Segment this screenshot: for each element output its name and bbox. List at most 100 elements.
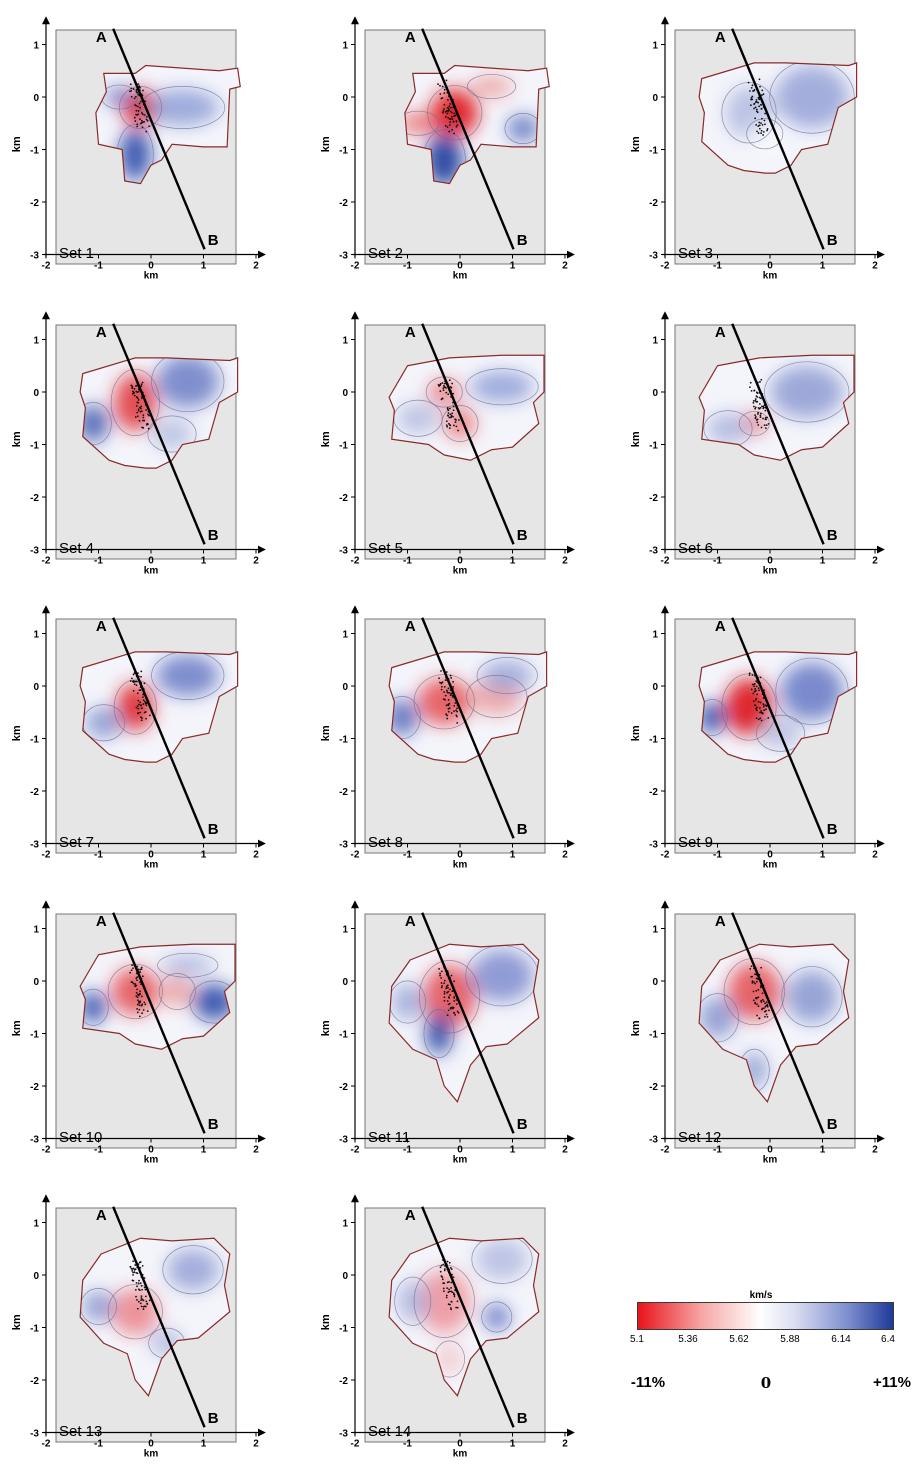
y-tick-label: 1 [33,41,39,52]
y-tick-label: 0 [33,682,39,693]
profile-end-label: B [517,527,528,544]
resolution-outline [388,651,548,763]
x-tick-label: -2 [661,556,670,567]
y-tick-label: -2 [649,787,658,798]
colorbar-tick: 5.1 [630,1334,644,1345]
resolution-outline [79,651,239,763]
contour-line [466,675,528,718]
y-tick-label: -2 [649,198,658,209]
velocity-anomaly [404,112,437,134]
y-axis-label: km [11,431,23,447]
velocity-anomaly [470,76,513,97]
velocity-anomaly [707,413,749,445]
x-tick-label: -1 [713,556,722,567]
velocity-anomaly [82,1290,115,1323]
x-tick-label: 1 [201,1145,207,1156]
y-tick-label: -3 [30,1135,39,1146]
panel-label: Set 1 [59,245,94,262]
y-tick-label: -3 [649,251,658,262]
y-axis-label: km [11,725,23,741]
panel-label: Set 6 [678,540,713,557]
y-tick-label: -3 [339,1135,348,1146]
y-tick-label: -3 [30,251,39,262]
y-tick-label: 0 [342,977,348,988]
x-tick-label: 0 [767,850,773,861]
y-tick-label: -1 [649,146,658,157]
panel-label: Set 11 [368,1129,410,1146]
x-tick-label: 0 [148,850,154,861]
x-tick-label: 2 [253,1439,259,1450]
y-tick-label: -1 [30,1324,39,1335]
profile-end-label: B [208,821,219,838]
y-tick-label: -3 [339,840,348,851]
x-axis-label: km [453,860,468,871]
profile-line [421,1206,515,1428]
y-tick-label: -1 [30,146,39,157]
x-axis-label: km [144,1155,159,1166]
velocity-field [699,651,857,763]
hypocenters [749,965,770,1020]
x-tick-label: 0 [148,1439,154,1450]
y-tick-label: 1 [652,630,658,641]
profile-start-label: A [715,324,726,341]
profile-start-label: A [96,1207,107,1224]
y-tick-label: -2 [339,493,348,504]
velocity-anomaly [145,89,220,126]
x-axis-label: km [763,566,778,577]
colorbar-tick: 6.4 [881,1334,895,1345]
x-tick-label: -2 [351,556,360,567]
y-tick-label: -2 [339,1376,348,1387]
y-tick-label: 1 [342,925,348,936]
y-tick-label: -3 [339,546,348,557]
x-tick-label: 1 [510,556,516,567]
y-tick-label: -1 [339,1030,348,1041]
velocity-anomaly [166,1248,220,1291]
x-tick-label: -1 [403,1145,412,1156]
y-axis-label: km [630,136,642,152]
x-tick-label: -2 [661,261,670,272]
contour-line [441,405,479,442]
x-tick-label: 0 [148,261,154,272]
y-axis-label: km [11,1020,23,1036]
resolution-outline [79,1237,231,1397]
x-axis-label: km [144,271,159,282]
x-axis-label: km [453,1449,468,1460]
x-tick-label: 1 [201,556,207,567]
y-axis-label: km [630,431,642,447]
profile-end-label: B [208,1116,219,1133]
x-tick-label: 1 [201,1439,207,1450]
y-tick-label: 1 [33,925,39,936]
contour-line [481,1301,513,1333]
y-tick-label: -2 [30,198,39,209]
x-tick-label: -2 [661,850,670,861]
velocity-field [80,651,238,763]
velocity-field [95,65,241,184]
y-tick-label: -3 [649,546,658,557]
x-tick-label: -2 [351,1439,360,1450]
x-tick-label: -2 [351,261,360,272]
x-tick-label: -1 [94,850,103,861]
velocity-anomaly [470,371,534,403]
y-tick-label: -3 [649,1135,658,1146]
x-tick-label: 2 [872,850,878,861]
profile-end-label: B [827,821,838,838]
percent-label-zero: 0 [760,1374,772,1392]
profile-line [421,28,515,250]
x-tick-label: -1 [403,1439,412,1450]
resolution-outline [79,357,239,469]
contour-line [699,993,739,1043]
profile-line [731,617,825,839]
contour-line [423,1008,455,1058]
resolution-outline [698,651,858,763]
profile-line [112,323,206,545]
y-tick-label: 1 [342,41,348,52]
y-tick-label: -3 [30,546,39,557]
velocity-anomaly [156,654,220,697]
